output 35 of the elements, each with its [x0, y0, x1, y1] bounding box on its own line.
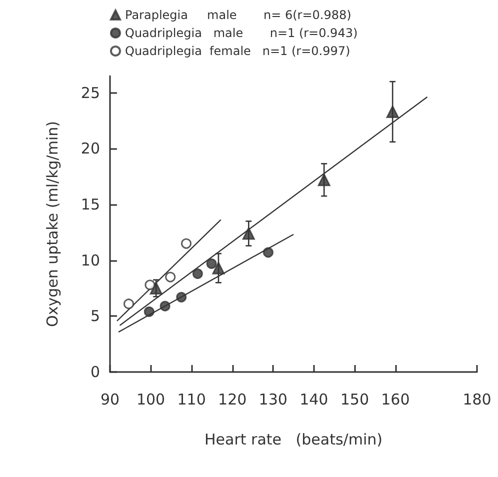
y-tick-label: 15 — [80, 195, 100, 214]
x-tick-label: 160 — [381, 390, 410, 408]
point — [192, 268, 203, 279]
legend-label: Quadriplegia female n=1 (r=0.997) — [125, 44, 350, 58]
legend-label: Quadriplegia male n=1 (r=0.943) — [125, 26, 358, 40]
point — [160, 300, 170, 312]
y-tick-label: 25 — [80, 84, 100, 102]
point — [212, 262, 225, 274]
y-tick-label: 5 — [90, 307, 100, 326]
x-tick-label: 140 — [300, 390, 328, 408]
point — [181, 238, 192, 249]
point — [262, 247, 274, 258]
x-axis-title: Heart rate (beats/min) — [204, 430, 382, 448]
point — [150, 282, 162, 294]
x-tick-label: 120 — [218, 390, 247, 408]
point — [242, 227, 255, 240]
point — [386, 105, 399, 118]
x-tick-label: 100 — [136, 390, 166, 408]
y-tick-label: 0 — [90, 363, 100, 381]
point — [165, 272, 176, 282]
point — [176, 292, 187, 302]
y-tick-label: 10 — [80, 251, 100, 270]
x-tick-label: 150 — [340, 390, 369, 408]
x-tick-label: 130 — [258, 390, 288, 408]
x-tick-label: 180 — [462, 390, 492, 408]
x-tick-label: 90 — [100, 390, 120, 408]
point — [124, 298, 134, 310]
y-tick-label: 20 — [80, 140, 100, 158]
point — [144, 306, 154, 317]
y-axis-title: Oxygen uptake (ml/kg/min) — [44, 121, 62, 327]
x-tick-label: 110 — [177, 390, 206, 408]
point — [144, 280, 156, 290]
point — [206, 258, 217, 269]
point — [318, 174, 330, 186]
legend-label: Paraplegia male n= 6(r=0.988) — [125, 8, 352, 22]
